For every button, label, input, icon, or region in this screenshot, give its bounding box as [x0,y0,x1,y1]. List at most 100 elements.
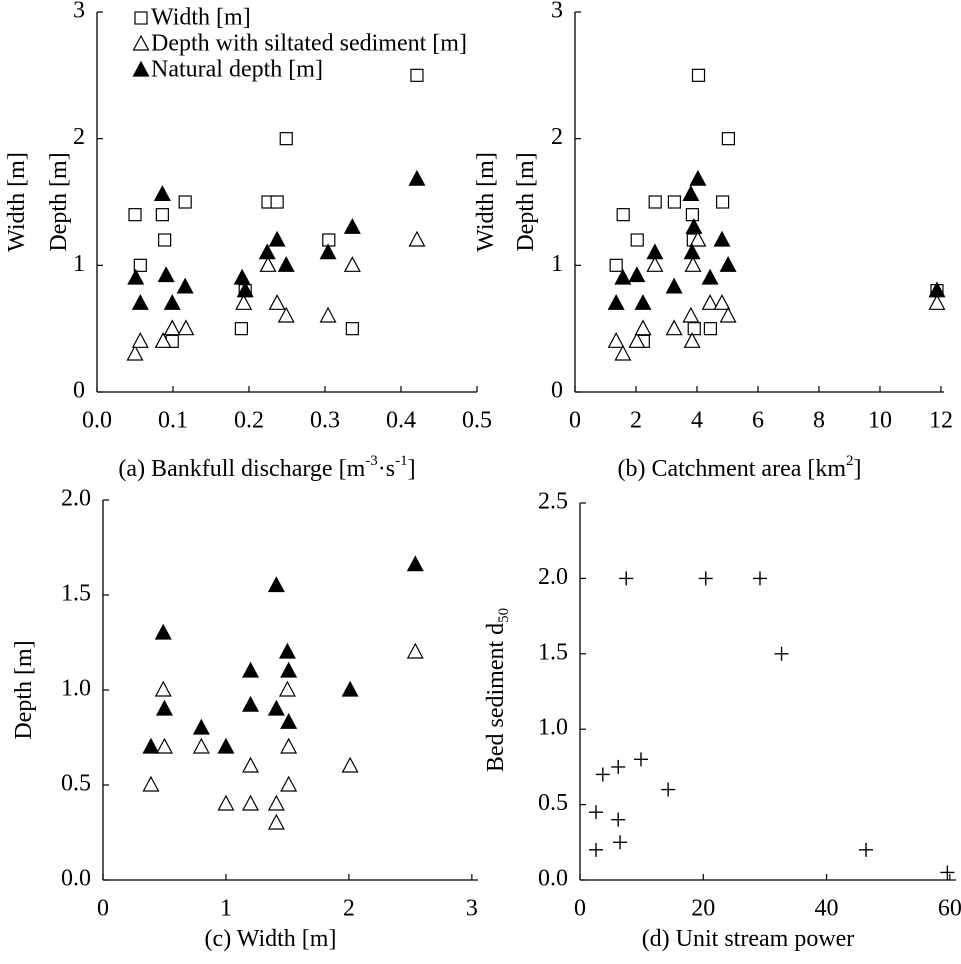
x-axis-label: (a) Bankfull discharge [m-3·s-1] [118,453,415,481]
label-part: 2 [846,453,854,469]
triangle-marker [153,185,171,201]
triangle-marker [192,718,210,735]
x-tick-label: 60 [938,896,961,922]
y-tick-label: 0.0 [538,866,568,892]
square-marker [648,195,662,209]
square-marker [322,233,336,247]
triangle-marker [258,243,276,260]
triangle-marker [142,775,160,792]
triangle-marker [259,256,277,272]
y-axis-label: Bed sediment d50 [483,608,513,772]
x-tick-label: 0.0 [82,408,112,434]
triangle-marker [685,218,703,234]
label-part: -3 [365,453,378,469]
triangle-marker [607,332,625,348]
y-tick-label: 1.0 [538,715,568,741]
triangle-marker [719,256,737,272]
y-tick-label: 0.5 [61,771,91,797]
y-tick-label: 1.0 [61,676,91,702]
x-axis-label: (b) Catchment area [km2] [617,453,861,481]
square-marker [178,195,192,209]
y-tick-label: 1 [73,251,85,277]
triangle-marker [154,680,172,697]
plus-marker [589,805,604,820]
y-tick-label: 2 [73,124,85,150]
y-axis-label: Depth [m] [513,152,539,251]
x-tick-label: 0.3 [310,408,340,434]
triangle-marker [634,294,652,310]
plus-marker [940,865,955,880]
square-marker [691,68,706,82]
y-tick-label: 2.5 [538,489,568,515]
x-axis-label: (c) Width [m] [205,926,337,952]
y-tick-label: 0 [73,378,85,404]
triangle-marker [242,695,260,712]
triangle-marker [242,794,260,811]
x-tick-label: 2 [630,408,642,434]
triangle-marker [343,218,361,234]
triangle-marker [689,230,707,247]
label-part: (b) Catchment area [km [617,456,846,482]
label-part: (c) Width [m] [205,926,337,952]
triangle-marker [192,737,210,754]
label-part: Bed sediment d [483,623,509,772]
plus-marker [752,571,767,586]
triangle-marker [236,281,254,298]
plus-marker [589,842,604,857]
x-tick-label: 40 [815,896,839,922]
triangle-marker [406,555,424,572]
square-marker [279,132,293,146]
triangle-marker [701,294,719,310]
triangle-marker [177,319,195,336]
plus-marker [859,842,874,857]
x-tick-label: 0.5 [462,408,492,434]
triangle-marker [646,243,664,260]
y-tick-label: 2.0 [61,486,91,512]
triangle-marker [280,775,298,792]
triangle-marker [341,756,359,773]
plus-marker [774,646,789,661]
square-marker [687,322,701,336]
label-part: Depth [m] [513,152,539,251]
triangle-marker [278,680,296,697]
triangle-marker [689,169,707,186]
label-part: (a) Bankfull discharge [m [118,456,365,482]
label-part: 50 [496,608,512,623]
triangle-marker [719,306,737,323]
triangle-marker [683,332,701,348]
square-marker [133,258,147,272]
triangle-marker [268,294,286,310]
triangle-marker [267,576,285,593]
x-axis-label: (d) Unit stream power [642,926,855,952]
plus-marker [611,812,626,827]
x-tick-label: 3 [466,896,478,922]
triangle-marker [155,737,173,754]
square-marker [155,208,169,222]
triangle-marker [278,642,296,659]
x-tick-label: 6 [752,408,764,434]
x-tick-label: 10 [868,408,892,434]
plus-marker [619,571,634,586]
label-part: Width [m] [473,152,499,252]
triangle-marker [343,256,361,272]
square-marker [616,208,630,222]
triangle-marker [614,268,632,285]
triangle-marker [268,230,286,247]
square-marker [630,233,644,247]
triangle-marker [154,332,172,348]
triangle-marker [280,661,298,678]
square-marker [234,322,248,336]
triangle-marker [235,294,253,310]
triangle-marker [131,332,149,348]
square-marker [158,233,172,247]
triangle-marker [217,794,235,811]
triangle-marker [406,642,424,659]
triangle-marker [217,737,235,754]
square-marker [128,208,142,222]
triangle-marker [242,661,260,678]
triangle-marker [628,266,646,283]
x-tick-label: 0 [97,896,109,922]
plus-marker [634,752,649,767]
